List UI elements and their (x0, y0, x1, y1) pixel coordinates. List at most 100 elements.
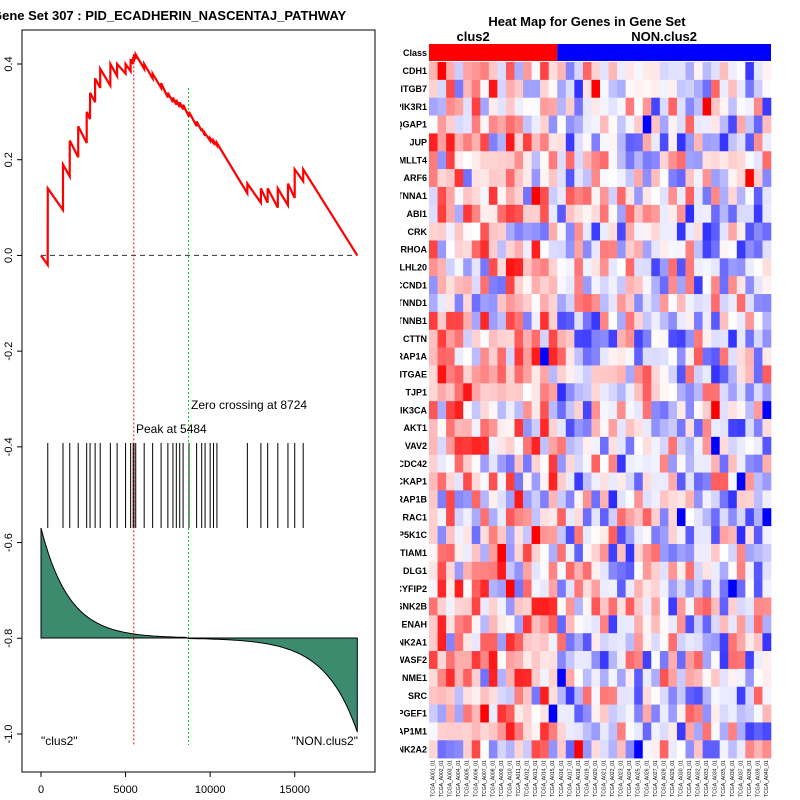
heatmap-cell (548, 597, 558, 616)
heatmap-cell (702, 722, 712, 741)
heatmap-cell (429, 258, 438, 277)
heatmap-cell (582, 508, 592, 527)
heatmap-cell (429, 740, 438, 759)
heatmap-cell (574, 258, 584, 277)
heatmap-cell (600, 383, 609, 402)
heatmap-cell (702, 276, 712, 295)
heatmap-cell (659, 222, 669, 241)
heatmap-cell (659, 668, 669, 688)
heatmap-cell (463, 79, 473, 98)
heatmap-cell (668, 436, 678, 455)
heatmap-cell (617, 347, 626, 366)
heatmap-cell (582, 383, 592, 402)
heatmap-cell (659, 151, 669, 170)
heatmap-cell (565, 115, 575, 134)
heatmap-cell (651, 561, 661, 580)
heatmap-cell (728, 651, 738, 670)
heatmap-cell (429, 686, 438, 705)
heatmap-cell (429, 62, 438, 81)
heatmap-cell (488, 419, 498, 438)
heatmap-cell (514, 294, 524, 313)
heatmap-cell (702, 151, 712, 170)
sample-label: TCGA_A001_01 (431, 760, 437, 797)
heatmap-cell (480, 543, 490, 563)
heatmap-cell (634, 686, 644, 705)
heatmap-cell (685, 294, 695, 313)
heatmap-cell (702, 258, 712, 277)
class-row-label: Class (403, 48, 427, 58)
heatmap-cell (642, 579, 652, 598)
gene-label: RAPGEF1 (400, 709, 427, 719)
heatmap-cell (463, 365, 473, 384)
heatmap-cell (591, 329, 601, 348)
heatmap-cell (719, 62, 729, 81)
heatmap-cell (685, 668, 695, 688)
heatmap-cell (617, 490, 626, 509)
heatmap-cell (514, 311, 524, 331)
heatmap-cell (736, 169, 746, 188)
heatmap-cell (505, 508, 515, 527)
heatmap-cell (497, 508, 507, 527)
heatmap-cell (736, 597, 746, 616)
heatmap-cell (753, 490, 763, 509)
gene-label: TJP1 (405, 387, 427, 397)
heatmap-cell (728, 62, 738, 81)
heatmap-cell (711, 169, 720, 188)
heatmap-cell (711, 240, 720, 259)
heatmap-cell (557, 294, 567, 313)
heatmap-cell (446, 508, 455, 527)
gene-label: ITGAE (400, 370, 427, 380)
heatmap-cell (591, 311, 601, 331)
heatmap-cell (454, 490, 464, 509)
heatmap-cell (659, 329, 669, 348)
heatmap-cell (523, 133, 532, 152)
heatmap-cell (668, 401, 678, 420)
heatmap-cell (505, 615, 515, 634)
heatmap-cell (488, 383, 498, 402)
heatmap-cell (480, 615, 490, 634)
heatmap-cell (565, 722, 575, 741)
heatmap-cell (514, 454, 524, 473)
heatmap-cell (668, 204, 678, 223)
heatmap-cell (745, 276, 755, 295)
heatmap-cell (514, 329, 524, 348)
heatmap-cell (565, 186, 575, 206)
heatmap-cell (523, 329, 532, 348)
sample-label: TCGA_A037_01 (738, 760, 744, 797)
heatmap-cell (548, 151, 558, 170)
heatmap-cell (702, 704, 712, 723)
heatmap-cell (565, 97, 575, 116)
y-tick-label: 0.0 (3, 248, 15, 263)
heatmap-cell (505, 454, 515, 473)
heatmap-cell (711, 543, 720, 563)
heatmap-cell (548, 115, 558, 134)
heatmap-cell (429, 151, 438, 170)
heatmap-cell (531, 561, 541, 580)
heatmap-cell (600, 151, 609, 170)
heatmap-cell (437, 347, 447, 366)
heatmap-cell (728, 704, 738, 723)
heatmap-cell (540, 79, 549, 98)
heatmap-cell (574, 543, 584, 563)
heatmap-cell (471, 240, 481, 259)
heatmap-cell (617, 204, 626, 223)
heatmap-cell (497, 276, 507, 295)
heatmap-cell (531, 740, 541, 759)
heatmap-cell (591, 347, 601, 366)
heatmap-cell (676, 490, 686, 509)
heatmap-cell (574, 311, 584, 331)
heatmap-cell (531, 419, 541, 438)
heatmap-cell (651, 633, 661, 652)
heatmap-cell (557, 62, 567, 81)
heatmap-cell (437, 383, 447, 402)
heatmap-cell (565, 62, 575, 81)
heatmap-cell (480, 169, 490, 188)
heatmap-cell (711, 436, 720, 455)
heatmap-cell (685, 258, 695, 277)
heatmap-cell (497, 311, 507, 331)
heatmap-cell (617, 97, 626, 116)
x-tick-label: 15000 (279, 784, 310, 796)
heatmap-cell (454, 526, 464, 545)
heatmap-cell (480, 347, 490, 366)
